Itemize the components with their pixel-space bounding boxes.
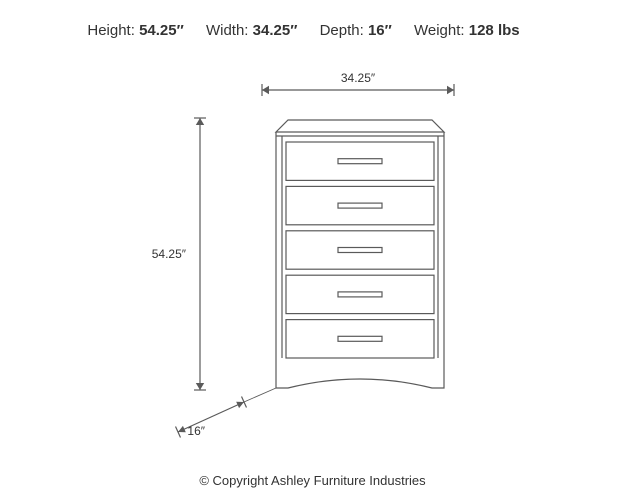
dimension-diagram: 34.25″54.25″16″ [0,60,625,460]
svg-text:54.25″: 54.25″ [152,247,187,261]
copyright-text: © Copyright Ashley Furniture Industries [0,473,625,488]
width-label: Width: [206,22,249,39]
depth-label: Depth: [320,22,364,39]
width-value: 34.25″ [253,22,298,39]
weight-label: Weight: [414,22,465,39]
height-value: 54.25″ [139,22,184,39]
svg-text:34.25″: 34.25″ [341,71,376,85]
height-label: Height: [87,22,135,39]
depth-value: 16″ [368,22,392,39]
weight-value: 128 lbs [469,22,520,39]
spec-row: Height: 54.25″ Width: 34.25″ Depth: 16″ … [0,22,625,39]
